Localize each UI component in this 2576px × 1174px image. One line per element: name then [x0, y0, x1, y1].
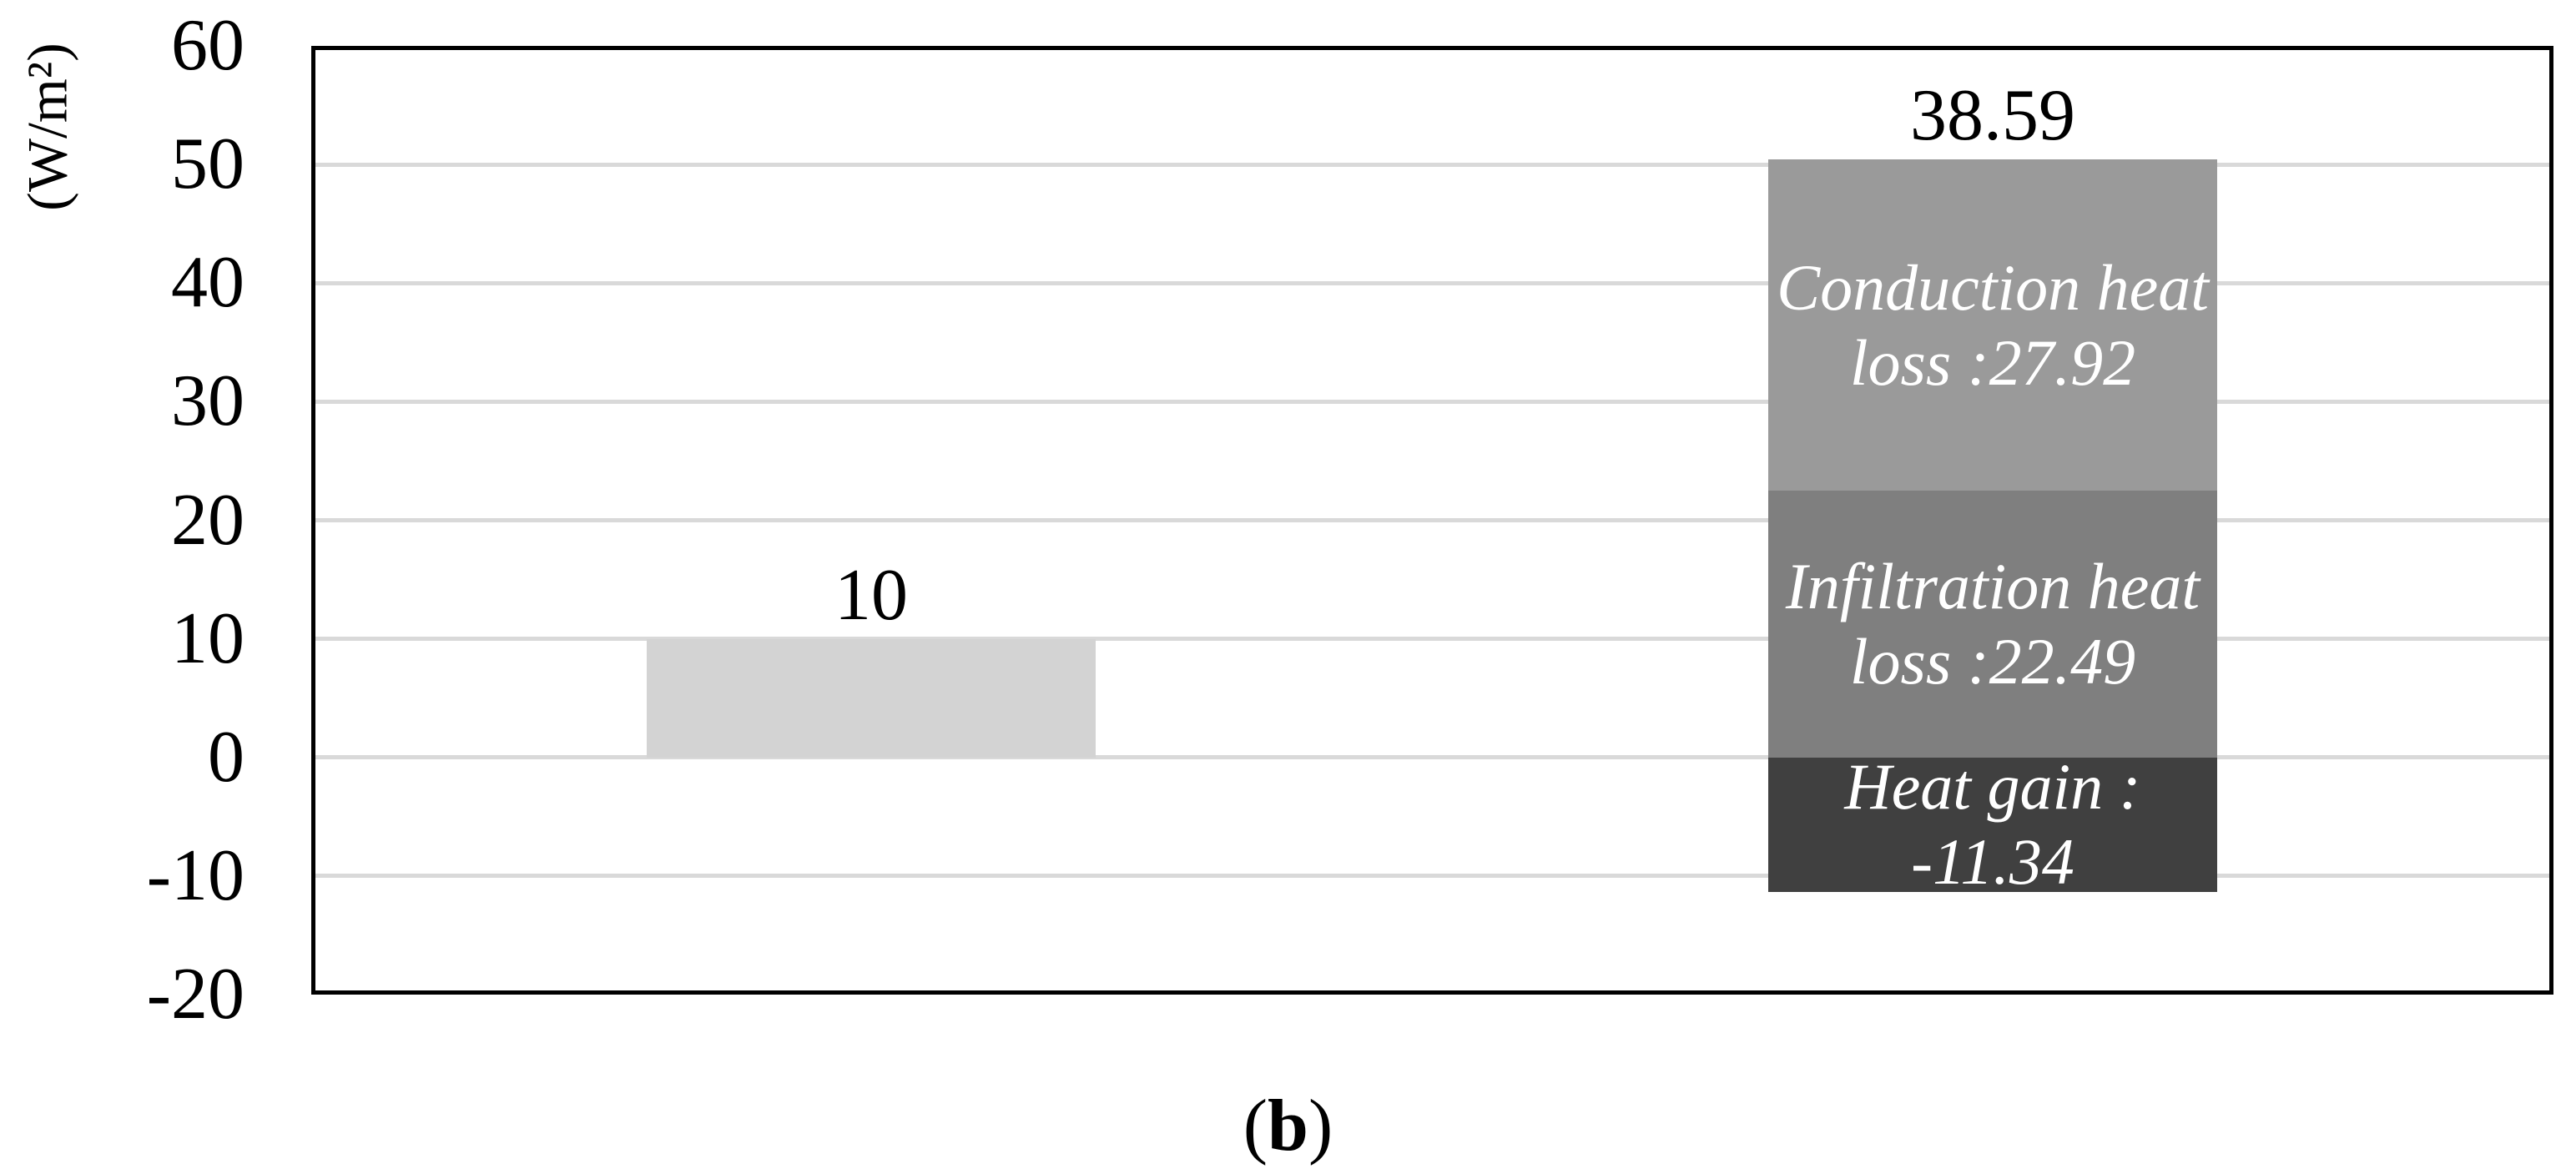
gridline-y-40 — [311, 280, 2553, 285]
y-tick-label-50: 50 — [171, 123, 244, 205]
caption-letter: b — [1268, 1086, 1308, 1166]
gridline-y-0 — [311, 755, 2553, 760]
segment-label-line: -11.34 — [1911, 825, 2074, 899]
bar-segment-conduction-heat-loss: Conduction heat loss :27.92 — [1768, 159, 2217, 491]
y-tick-label--10: -10 — [146, 834, 244, 916]
y-tick-label-60: 60 — [171, 5, 244, 86]
caption-open-paren: ( — [1243, 1086, 1268, 1166]
segment-label-line: Infiltration heat — [1785, 549, 2200, 622]
y-tick-label-30: 30 — [171, 360, 244, 442]
bar-total-label: 10 — [834, 554, 908, 636]
y-tick-label--20: -20 — [146, 954, 244, 1035]
bar-total-label: 38.59 — [1910, 75, 2075, 157]
segment-label-line: loss :27.92 — [1849, 325, 2136, 399]
bar-segment-heat-gain: Heat gain : -11.34 — [1768, 750, 2217, 898]
y-tick-label-20: 20 — [171, 479, 244, 561]
plot-area: 10 Conduction heat loss :27.92 Infiltration… — [311, 46, 2553, 995]
figure-caption: (b) — [0, 1085, 2576, 1168]
segment-label-line: loss :22.49 — [1849, 624, 2136, 698]
gridline-y--10 — [311, 874, 2553, 879]
caption-close-paren: ) — [1308, 1086, 1333, 1166]
segment-label-line: Conduction heat — [1777, 250, 2209, 324]
y-tick-label-10: 10 — [171, 597, 244, 679]
segment-label-line: Heat gain : — [1844, 750, 2141, 824]
bar-segment — [647, 638, 1096, 758]
gridline-y-30 — [311, 399, 2553, 404]
bar-segment-infiltration-heat-loss: Infiltration heat loss :22.49 — [1768, 491, 2217, 758]
gridline-y-10 — [311, 637, 2553, 642]
y-tick-label-40: 40 — [171, 242, 244, 324]
y-tick-label-0: 0 — [208, 716, 244, 798]
gridline-y-20 — [311, 518, 2553, 522]
gridline-y-50 — [311, 162, 2553, 167]
